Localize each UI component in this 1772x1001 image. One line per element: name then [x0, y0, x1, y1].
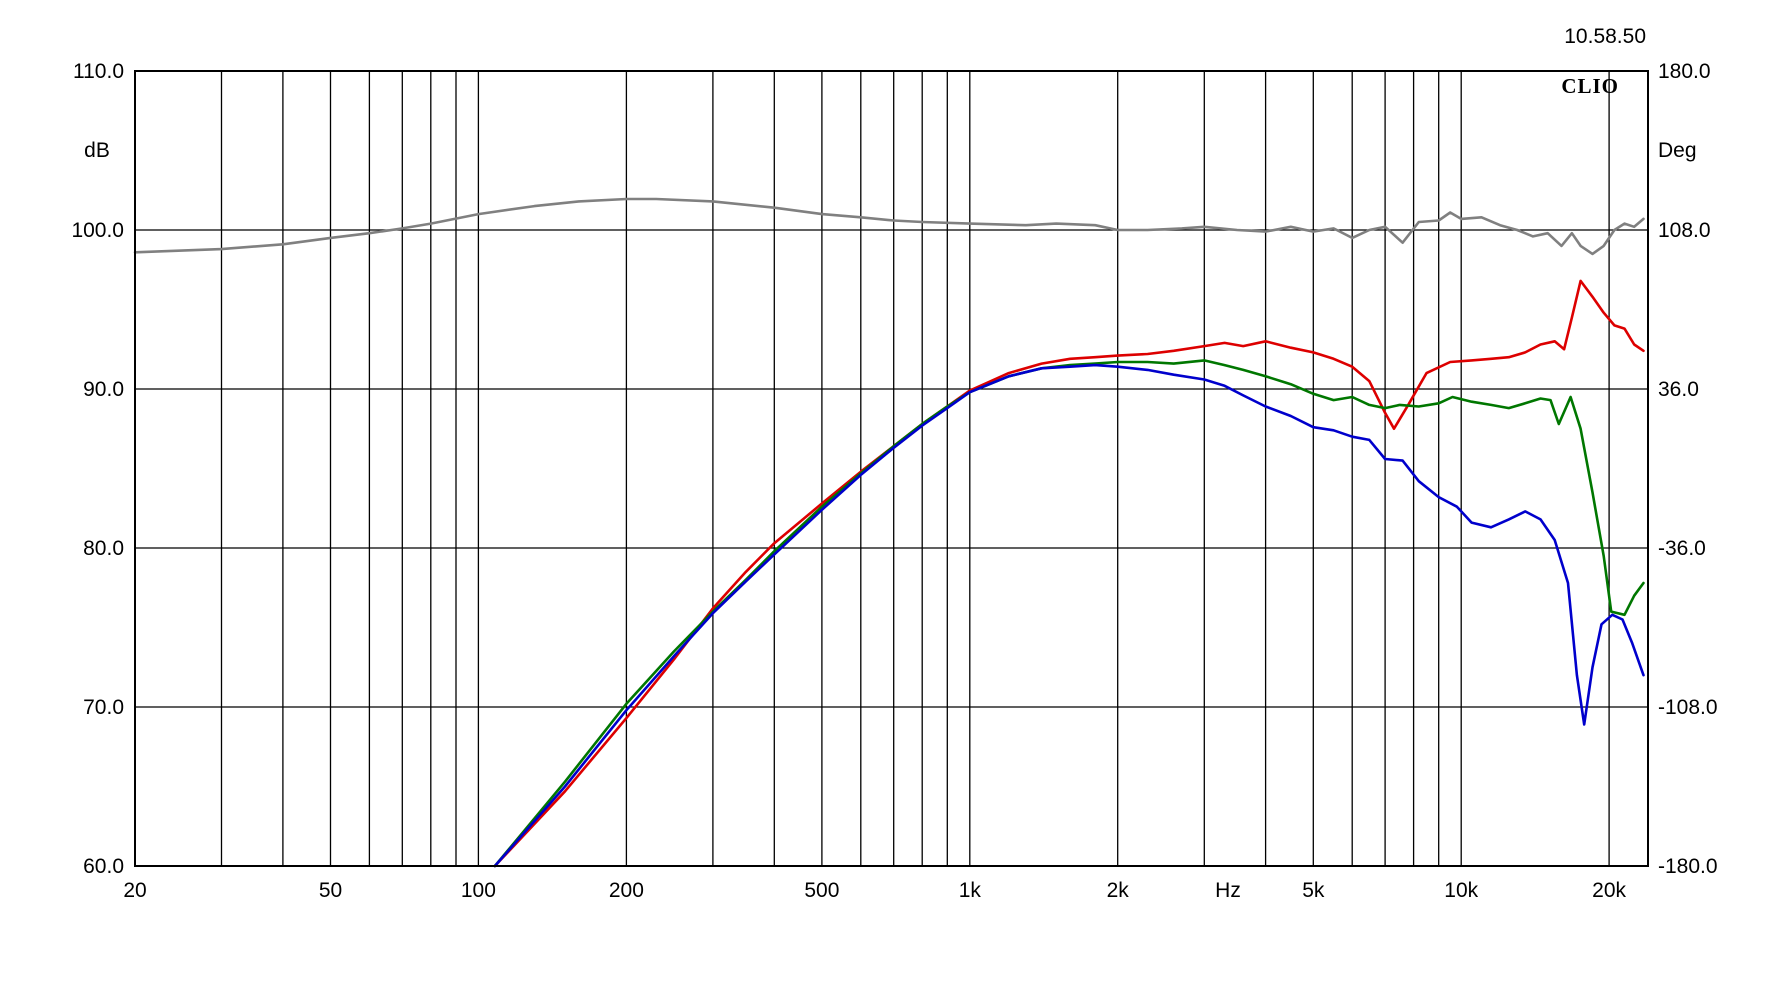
y2-tick-label: -108.0 [1658, 696, 1718, 719]
y2-tick-label: -180.0 [1658, 855, 1718, 878]
y-tick-label: 80.0 [83, 537, 124, 560]
x-axis-label: Hz [1215, 879, 1241, 902]
brand-logo: CLIO [1561, 74, 1619, 98]
y2-tick-label: 180.0 [1658, 60, 1711, 83]
timestamp: 10.58.50 [1564, 25, 1646, 48]
x-tick-label: 500 [804, 879, 839, 902]
y2-axis-label: Deg [1658, 139, 1697, 162]
y2-tick-label: 36.0 [1658, 378, 1699, 401]
y-tick-label: 90.0 [83, 378, 124, 401]
plot-frame [134, 70, 1649, 867]
series-curve-3 [493, 359, 1645, 868]
x-tick-label: 2k [1107, 879, 1130, 902]
x-tick-label: 10k [1444, 879, 1478, 902]
x-tick-label: 200 [609, 879, 644, 902]
x-tick-label: 50 [319, 879, 342, 902]
series-curve-2 [493, 279, 1645, 868]
y-axis-label: dB [84, 139, 110, 162]
y-tick-label: 70.0 [83, 696, 124, 719]
x-tick-label: 20 [123, 879, 146, 902]
x-axis-tick-labels: 20 50 100 200 500 1k 2k 5k 10k 20k [123, 879, 1626, 902]
y-tick-label: 60.0 [83, 855, 124, 878]
chart-curves [133, 197, 1645, 868]
y2-tick-label: -36.0 [1658, 537, 1706, 560]
grid-lines [135, 71, 1648, 866]
y-tick-label: 110.0 [73, 60, 124, 83]
x-tick-label: 100 [461, 879, 496, 902]
y2-tick-label: 108.0 [1658, 219, 1711, 242]
x-tick-label: 5k [1302, 879, 1325, 902]
series-curve-1 [133, 197, 1645, 256]
y-tick-label: 100.0 [71, 219, 124, 242]
x-tick-label: 1k [959, 879, 982, 902]
y2-axis-tick-labels: -180.0 -108.0 -36.0 36.0 108.0 180.0 [1658, 60, 1718, 878]
series-curve-4 [493, 363, 1645, 868]
x-tick-label: 20k [1592, 879, 1626, 902]
y-axis-tick-labels: 60.0 70.0 80.0 90.0 100.0 110.0 [71, 60, 124, 878]
